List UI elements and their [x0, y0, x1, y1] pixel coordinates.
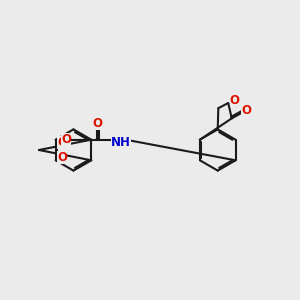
- Text: O: O: [230, 94, 240, 107]
- Text: O: O: [241, 104, 251, 118]
- Text: O: O: [57, 136, 67, 149]
- Text: O: O: [61, 133, 71, 146]
- Text: O: O: [57, 151, 67, 164]
- Text: O: O: [92, 117, 102, 130]
- Text: NH: NH: [111, 136, 130, 148]
